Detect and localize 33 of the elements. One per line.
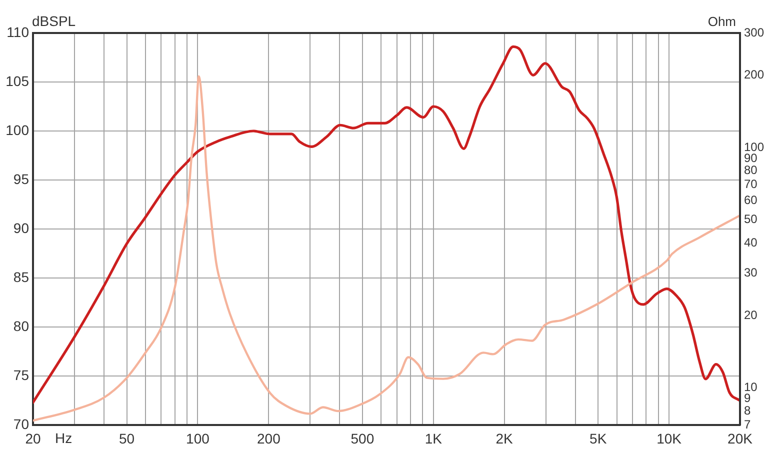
y-tick-label: 50 bbox=[744, 212, 758, 226]
y-tick-label: 100 bbox=[6, 122, 30, 138]
x-tick-label: 200 bbox=[256, 430, 281, 446]
y-tick-label: 80 bbox=[744, 163, 758, 178]
y-tick-label: 110 bbox=[6, 24, 30, 40]
y-tick-label: 20 bbox=[744, 308, 758, 322]
x-tick-label: 100 bbox=[186, 430, 210, 446]
x-tick-label: 5K bbox=[590, 430, 608, 446]
y-tick-label: 75 bbox=[13, 366, 30, 383]
x-tick-label: 20K bbox=[728, 430, 754, 446]
y-axis-title: dBSPL bbox=[32, 13, 76, 29]
x-tick-label: 2K bbox=[496, 430, 514, 446]
y-tick-label: 60 bbox=[744, 193, 758, 208]
x-tick-label: 50 bbox=[118, 430, 135, 446]
y-tick-label: 300 bbox=[744, 25, 764, 40]
x-tick-label: 10K bbox=[656, 430, 682, 446]
y-tick-label: 80 bbox=[13, 318, 30, 334]
y-tick-label: 70 bbox=[13, 416, 30, 432]
y-tick-label: 95 bbox=[13, 170, 30, 187]
y-tick-label: 70 bbox=[744, 177, 758, 192]
x-tick-label: 500 bbox=[350, 430, 374, 446]
y-tick-label: 8 bbox=[744, 403, 751, 418]
y-axis-title: Ohm bbox=[708, 14, 736, 29]
x-axis-title: Hz bbox=[55, 430, 72, 446]
y-tick-label: 40 bbox=[744, 235, 758, 250]
y-tick-label: 105 bbox=[6, 72, 30, 89]
x-tick-label: 20 bbox=[25, 430, 41, 446]
y-tick-label: 30 bbox=[744, 266, 758, 280]
x-tick-label: 1K bbox=[424, 430, 443, 446]
y-tick-label: 85 bbox=[13, 268, 30, 285]
y-tick-label: 7 bbox=[744, 417, 751, 432]
y-tick-label: 200 bbox=[744, 68, 764, 82]
y-tick-label: 90 bbox=[13, 220, 30, 236]
